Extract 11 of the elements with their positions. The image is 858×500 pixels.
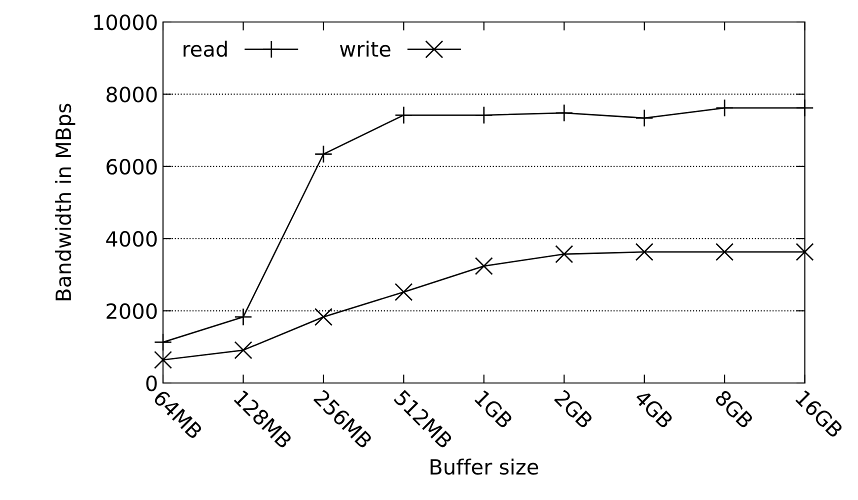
x-tick-label: 4GB <box>634 388 674 430</box>
legend-label: write <box>340 40 390 57</box>
y-tick-label: 6000 <box>106 158 157 175</box>
y-tick-label: 0 <box>146 375 157 392</box>
legend-label: read <box>184 40 227 57</box>
y-tick-label: 2000 <box>106 303 157 320</box>
x-axis-title: Buffer size <box>430 458 538 475</box>
y-tick-label: 4000 <box>106 231 157 247</box>
y-tick-label: 10000 <box>94 14 157 30</box>
y-axis-title: Bandwidth in MBps <box>55 104 76 300</box>
y-tick-label: 8000 <box>106 86 157 102</box>
